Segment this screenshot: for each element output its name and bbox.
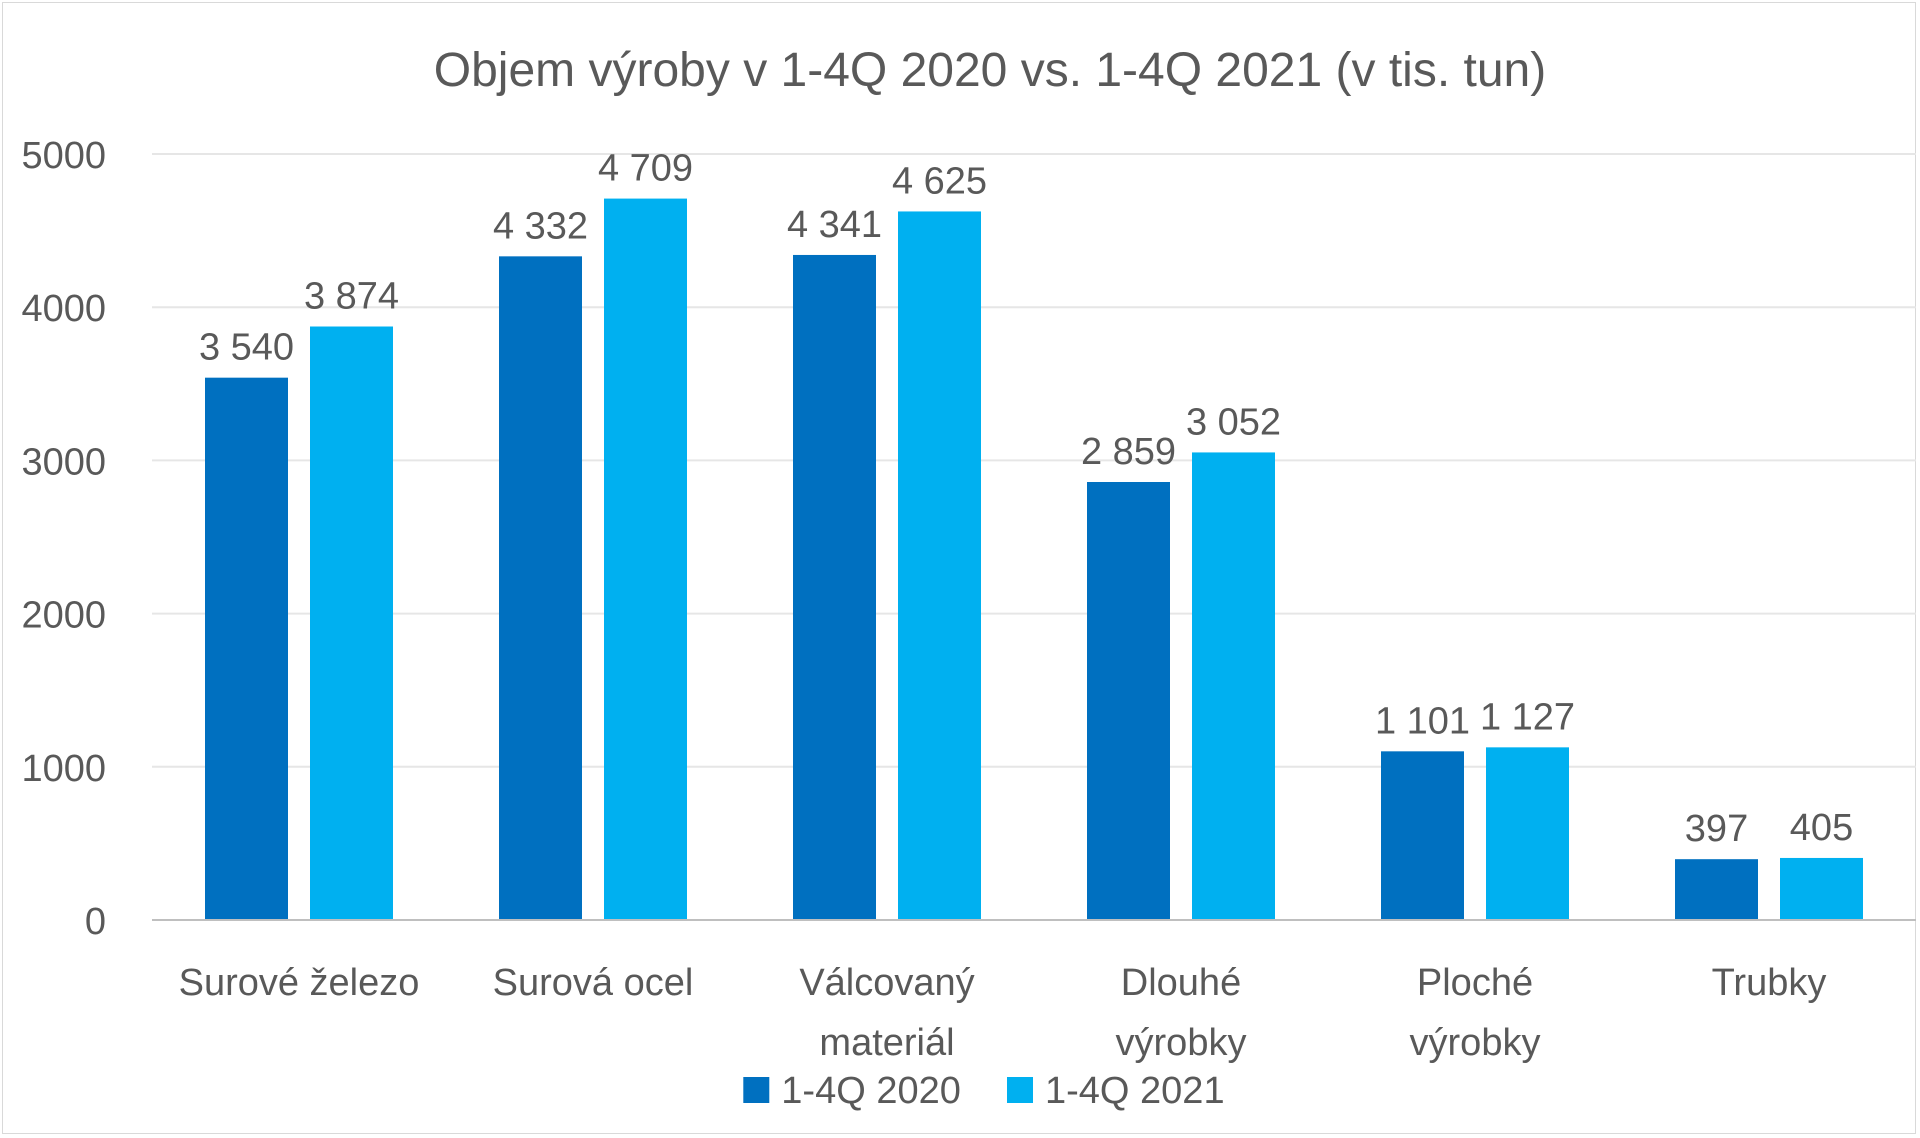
legend-label: 1-4Q 2020 bbox=[781, 1070, 961, 1112]
bar bbox=[604, 198, 687, 921]
y-tick-label: 1000 bbox=[21, 748, 106, 790]
data-label: 1 101 bbox=[1375, 700, 1470, 742]
bar bbox=[898, 211, 981, 920]
legend-label: 1-4Q 2021 bbox=[1045, 1070, 1225, 1112]
x-tick-label: Dlouhé bbox=[1121, 962, 1241, 1004]
y-tick-label: 5000 bbox=[21, 135, 106, 177]
bar bbox=[499, 256, 582, 920]
bar bbox=[205, 377, 288, 920]
data-label: 3 052 bbox=[1186, 401, 1281, 443]
y-tick-label: 0 bbox=[85, 901, 106, 943]
bar bbox=[1381, 751, 1464, 920]
bar bbox=[1780, 857, 1863, 920]
legend: 1-4Q 2020 1-4Q 2021 bbox=[743, 1070, 1225, 1112]
data-label: 4 332 bbox=[493, 205, 588, 247]
bar bbox=[310, 326, 393, 921]
x-tick-label: Surová ocel bbox=[493, 962, 694, 1004]
x-tick-label: materiál bbox=[819, 1022, 954, 1064]
data-label: 1 127 bbox=[1480, 696, 1575, 738]
data-label: 3 874 bbox=[304, 276, 399, 318]
x-tick-label: Válcovaný bbox=[799, 962, 974, 1004]
data-label: 2 859 bbox=[1081, 431, 1176, 473]
bar bbox=[1087, 482, 1170, 920]
x-tick-label: výrobky bbox=[1410, 1022, 1541, 1064]
x-axis: Surové železo Surová ocel Válcovaný materiá… bbox=[152, 919, 1916, 1064]
data-label: 4 625 bbox=[892, 160, 987, 202]
bar bbox=[1192, 452, 1275, 920]
x-tick-label: výrobky bbox=[1116, 1022, 1247, 1064]
bar bbox=[1486, 747, 1569, 920]
bars bbox=[205, 198, 1863, 921]
legend-swatch bbox=[1007, 1077, 1033, 1103]
data-label: 3 540 bbox=[199, 327, 294, 369]
bar bbox=[1675, 859, 1758, 920]
bar bbox=[793, 254, 876, 920]
y-tick-label: 2000 bbox=[21, 595, 106, 637]
data-label: 4 341 bbox=[787, 204, 882, 246]
y-tick-label: 3000 bbox=[21, 441, 106, 483]
data-label: 405 bbox=[1790, 807, 1853, 849]
data-label: 4 709 bbox=[598, 148, 693, 190]
data-label: 397 bbox=[1685, 808, 1748, 850]
chart-title: Objem výroby v 1-4Q 2020 vs. 1-4Q 2021 (… bbox=[434, 44, 1546, 97]
legend-swatch bbox=[743, 1077, 770, 1103]
x-tick-label: Surové železo bbox=[179, 962, 420, 1004]
y-axis: 0 1000 2000 3000 4000 5000 bbox=[21, 135, 106, 943]
y-tick-label: 4000 bbox=[21, 288, 106, 330]
x-tick-label: Trubky bbox=[1712, 962, 1827, 1004]
x-tick-label: Ploché bbox=[1417, 962, 1533, 1004]
gridlines bbox=[152, 153, 1916, 768]
